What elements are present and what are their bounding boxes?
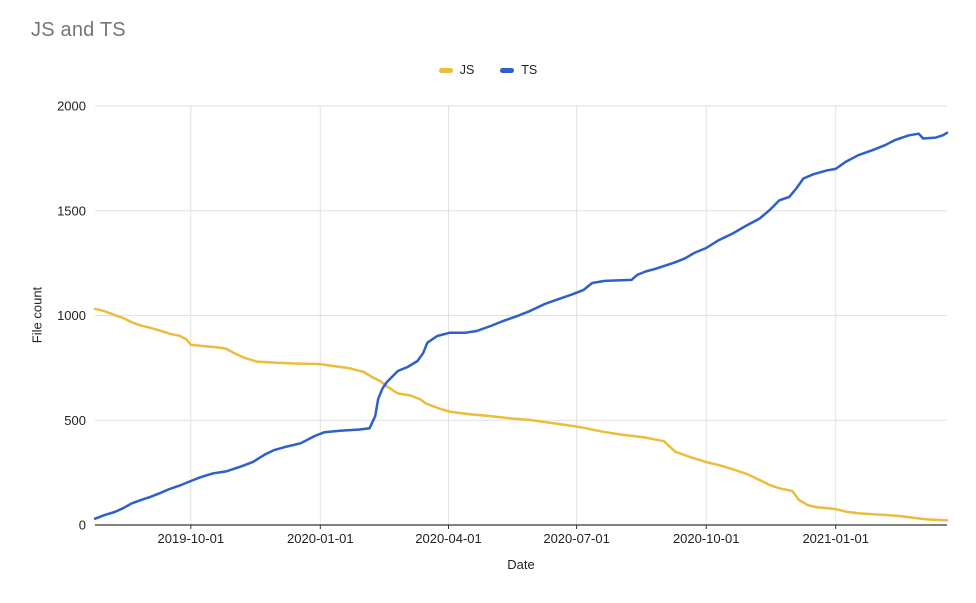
chart-title: JS and TS (31, 19, 126, 41)
x-axis-title: Date (507, 557, 535, 572)
y-tick-label: 1000 (57, 308, 86, 323)
x-tick-label: 2020-07-01 (543, 531, 610, 546)
y-axis-title: File count (29, 286, 45, 344)
legend-item-js[interactable]: JS (438, 63, 475, 77)
legend-item-ts[interactable]: TS (500, 63, 537, 77)
y-tick-label: 2000 (57, 99, 86, 114)
legend-label-js: JS (459, 63, 475, 77)
y-tick-label: 0 (79, 518, 86, 533)
x-tick-label: 2019-10-01 (158, 531, 225, 546)
x-tick-label: 2021-01-01 (802, 531, 869, 546)
x-tick-label: 2020-04-01 (415, 531, 482, 546)
chart-legend: JS TS (0, 60, 976, 80)
series-line-js[interactable] (93, 307, 949, 522)
y-tick-label: 500 (64, 413, 86, 428)
legend-swatch-ts (500, 67, 515, 73)
legend-label-ts: TS (521, 63, 538, 77)
legend-swatch-js (438, 67, 453, 73)
y-tick-label: 1500 (57, 203, 86, 218)
x-tick-label: 2020-10-01 (673, 531, 740, 546)
x-tick-label: 2020-01-01 (287, 531, 354, 546)
series-line-ts[interactable] (93, 131, 949, 520)
